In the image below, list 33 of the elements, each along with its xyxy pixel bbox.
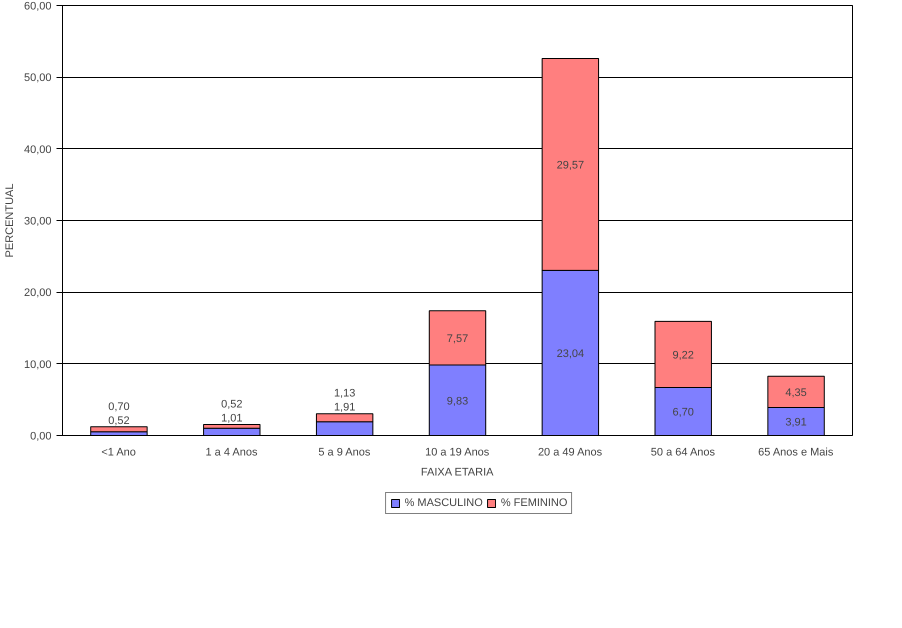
data-label: 1,91 — [334, 402, 356, 414]
y-tick-label: 20,00 — [24, 287, 52, 300]
x-tick-label: 65 Anos e Mais — [758, 446, 834, 458]
data-label: 1,01 — [221, 412, 243, 425]
x-tick-label: 1 a 4 Anos — [205, 446, 258, 458]
y-tick-label: 50,00 — [24, 72, 52, 84]
x-tick-label: 20 a 49 Anos — [538, 446, 603, 458]
y-tick-label: 30,00 — [24, 216, 52, 228]
y-tick-label: 60,00 — [24, 0, 52, 12]
data-label: 29,57 — [556, 159, 584, 172]
bar — [90, 426, 148, 432]
y-tick-label: 40,00 — [24, 144, 52, 156]
legend-label: % FEMININO — [500, 497, 568, 509]
x-tick-label: 10 a 19 Anos — [425, 446, 490, 458]
data-label: 0,52 — [108, 414, 130, 427]
y-tick-label: 0,00 — [30, 430, 52, 442]
data-label: 9,83 — [446, 395, 468, 408]
legend-label: % MASCULINO — [404, 497, 483, 509]
data-label: 6,70 — [672, 406, 694, 418]
data-label: 0,70 — [108, 400, 130, 413]
x-tick-label: 5 a 9 Anos — [318, 446, 371, 458]
x-tick-label: <1 Ano — [101, 446, 136, 458]
x-tick-label: 50 a 64 Anos — [650, 446, 716, 458]
y-tick-label: 10,00 — [24, 358, 52, 371]
data-label: 0,52 — [221, 398, 243, 411]
data-label: 23,04 — [556, 348, 584, 360]
data-label: 1,13 — [334, 388, 356, 400]
y-axis-title: PERCENTUAL — [4, 184, 16, 258]
data-label: 9,22 — [672, 349, 694, 362]
data-label: 7,57 — [446, 332, 468, 345]
x-axis-title: FAIXA ETARIA — [420, 466, 494, 478]
data-label: 3,91 — [785, 416, 807, 428]
data-label: 4,35 — [785, 386, 807, 399]
